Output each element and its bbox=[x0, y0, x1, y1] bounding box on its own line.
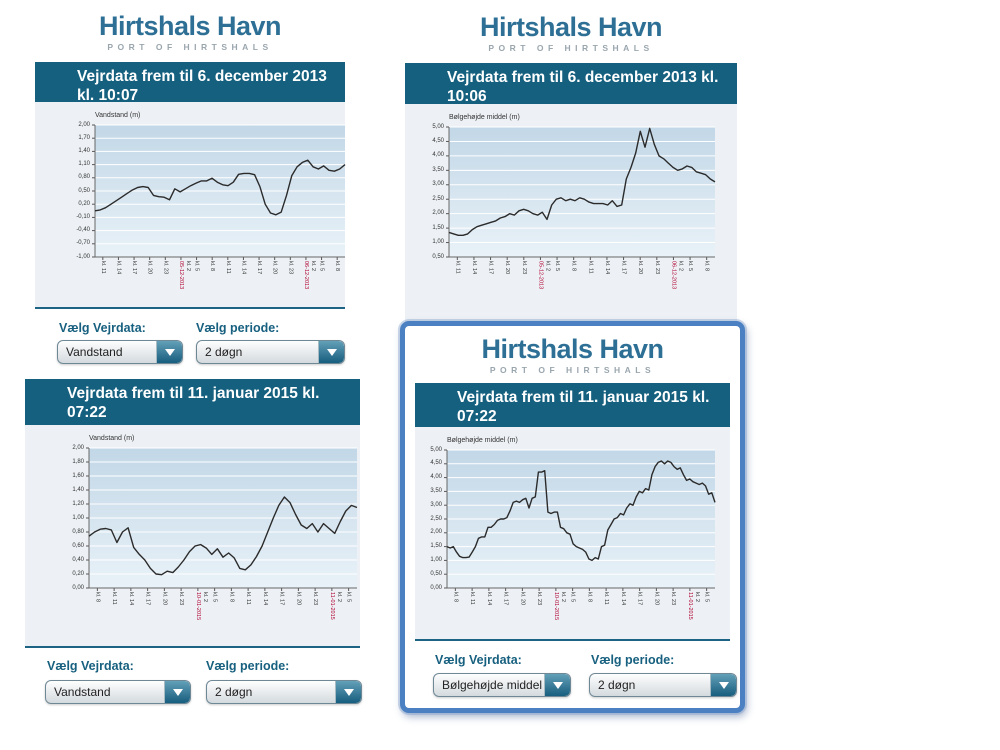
dropdown-arrow-icon[interactable] bbox=[335, 681, 361, 703]
weather-widget-vandstand-2013: Hirtshals Havn PORT OF HIRTSHALS Vejrdat… bbox=[35, 10, 346, 374]
periode-selected-value: 2 døgn bbox=[598, 678, 636, 692]
vejrdata-select[interactable]: Bølgehøjde middel bbox=[433, 673, 571, 697]
hirtshals-havn-logo: Hirtshals Havn PORT OF HIRTSHALS bbox=[405, 334, 740, 376]
hirtshals-havn-logo: Hirtshals Havn PORT OF HIRTSHALS bbox=[35, 11, 345, 53]
chart-axis-title: Bølgehøjde middel (m) bbox=[447, 437, 518, 444]
chart-container: Bølgehøjde middel (m) 5,00 4,50 4,00 3,50 3,… bbox=[405, 104, 737, 342]
weather-widget-bolgehojde-2015-selected: Hirtshals Havn PORT OF HIRTSHALS Vejrdat… bbox=[400, 321, 745, 713]
periode-selected-value: 2 døgn bbox=[205, 345, 243, 359]
vandstand-line-chart: 2,00 1,80 1,60 1,40 1,20 1,00 0,80 0,60 0,40 0,20… bbox=[72, 445, 358, 620]
periode-select[interactable]: 2 døgn bbox=[589, 673, 737, 697]
chevron-down-icon bbox=[164, 348, 175, 356]
periode-label: Vælg periode: bbox=[591, 653, 675, 667]
vejrdata-label: Vælg Vejrdata: bbox=[47, 659, 134, 673]
chevron-down-icon bbox=[343, 688, 354, 696]
vejrdata-selected-value: Bølgehøjde middel bbox=[442, 678, 543, 692]
logo-subtitle: PORT OF HIRTSHALS bbox=[488, 43, 654, 54]
hirtshals-havn-logo: Hirtshals Havn PORT OF HIRTSHALS bbox=[405, 12, 737, 54]
dropdown-arrow-icon[interactable] bbox=[710, 674, 736, 696]
weather-widget-bolgehojde-2013: Hirtshals Havn PORT OF HIRTSHALS Vejrdat… bbox=[405, 10, 737, 342]
periode-label: Vælg periode: bbox=[196, 321, 280, 335]
widget-header: Vejrdata frem til 11. januar 2015 kl. 07… bbox=[415, 383, 730, 434]
logo-subtitle: PORT OF HIRTSHALS bbox=[489, 365, 656, 376]
chart-axis-title: Vandstand (m) bbox=[89, 435, 135, 442]
widget-header: Vejrdata frem til 11. januar 2015 kl. 07… bbox=[25, 379, 360, 430]
dropdown-arrow-icon[interactable] bbox=[164, 681, 190, 703]
chart-container: Vandstand (m) 2,00 1,80 1,60 1,40 1,20 1,00 0,… bbox=[25, 425, 360, 648]
vandstand-line-chart: 2,00 1,70 1,40 1,10 0,80 0,50 0,20 -0,10 -0,40 -0… bbox=[76, 122, 346, 289]
vejrdata-select[interactable]: Vandstand bbox=[57, 340, 183, 364]
logo-title: Hirtshals Havn bbox=[98, 11, 282, 41]
bolgehojde-line-chart: 5,00 4,50 4,00 3,50 3,00 2,50 2,00 1,50 1,00 0,50… bbox=[432, 124, 716, 289]
logo-title: Hirtshals Havn bbox=[481, 334, 664, 364]
chevron-down-icon bbox=[172, 688, 183, 696]
vejrdata-label: Vælg Vejrdata: bbox=[59, 321, 146, 335]
logo-title: Hirtshals Havn bbox=[479, 12, 663, 42]
bolgehojde-line-chart: 5,00 4,50 4,00 3,50 3,00 2,50 2,00 1,50 1,00 0,50… bbox=[430, 447, 716, 620]
dropdown-arrow-icon[interactable] bbox=[156, 341, 182, 363]
chevron-down-icon bbox=[552, 681, 563, 689]
chart-container: Bølgehøjde middel (m) 5,00 4,50 4,00 3,50 3,… bbox=[415, 427, 730, 641]
chart-axis-title: Bølgehøjde middel (m) bbox=[449, 114, 520, 121]
periode-selected-value: 2 døgn bbox=[215, 685, 253, 699]
vejrdata-selected-value: Vandstand bbox=[66, 345, 123, 359]
periode-label: Vælg periode: bbox=[206, 659, 290, 673]
vejrdata-label: Vælg Vejrdata: bbox=[435, 653, 522, 667]
chart-axis-title: Vandstand (m) bbox=[95, 112, 141, 119]
chart-container: Vandstand (m) 2,00 1,70 1,40 1,10 0,80 0,50 0,… bbox=[35, 102, 346, 309]
periode-select[interactable]: 2 døgn bbox=[206, 680, 362, 704]
periode-select[interactable]: 2 døgn bbox=[196, 340, 345, 364]
dropdown-arrow-icon[interactable] bbox=[544, 674, 570, 696]
vejrdata-select[interactable]: Vandstand bbox=[45, 680, 191, 704]
chevron-down-icon bbox=[326, 348, 337, 356]
weather-widget-vandstand-2015: PORT OF HIRTSHALS Vejrdata frem til 11. … bbox=[25, 353, 362, 715]
vejrdata-selected-value: Vandstand bbox=[54, 685, 111, 699]
logo-subtitle: PORT OF HIRTSHALS bbox=[107, 42, 273, 53]
chevron-down-icon bbox=[718, 681, 729, 689]
dropdown-arrow-icon[interactable] bbox=[318, 341, 344, 363]
